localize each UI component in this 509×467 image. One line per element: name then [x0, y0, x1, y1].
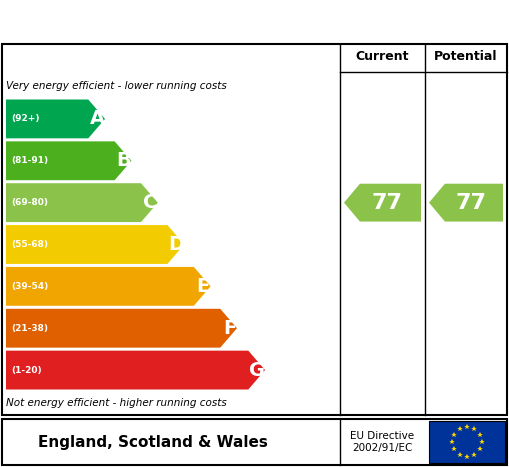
Text: (39-54): (39-54): [11, 282, 48, 291]
Text: C: C: [143, 193, 157, 212]
Text: B: B: [117, 151, 131, 170]
Polygon shape: [6, 225, 184, 264]
Polygon shape: [344, 184, 421, 221]
Text: E: E: [196, 277, 210, 296]
Text: (1-20): (1-20): [11, 366, 42, 375]
Text: (92+): (92+): [11, 114, 40, 123]
Bar: [429, 421, 505, 463]
Text: Current: Current: [356, 50, 409, 64]
Text: D: D: [168, 235, 185, 254]
Polygon shape: [429, 184, 503, 221]
Polygon shape: [6, 351, 265, 389]
Text: EU Directive
2002/91/EC: EU Directive 2002/91/EC: [350, 431, 414, 453]
Text: (69-80): (69-80): [11, 198, 48, 207]
Text: (21-38): (21-38): [11, 324, 48, 333]
Text: England, Scotland & Wales: England, Scotland & Wales: [38, 434, 268, 450]
Text: Very energy efficient - lower running costs: Very energy efficient - lower running co…: [6, 81, 227, 91]
Text: (81-91): (81-91): [11, 156, 48, 165]
Text: F: F: [223, 318, 236, 338]
Text: Not energy efficient - higher running costs: Not energy efficient - higher running co…: [6, 398, 227, 408]
Polygon shape: [6, 183, 158, 222]
Text: G: G: [249, 361, 266, 380]
Text: 77: 77: [455, 193, 486, 212]
Text: A: A: [90, 109, 105, 128]
Text: (55-68): (55-68): [11, 240, 48, 249]
Text: Energy Efficiency Rating: Energy Efficiency Rating: [15, 9, 361, 33]
Text: Potential: Potential: [434, 50, 498, 64]
Polygon shape: [6, 309, 237, 347]
Polygon shape: [6, 267, 211, 306]
Polygon shape: [6, 142, 131, 180]
Text: 77: 77: [372, 193, 403, 212]
Polygon shape: [6, 99, 105, 138]
